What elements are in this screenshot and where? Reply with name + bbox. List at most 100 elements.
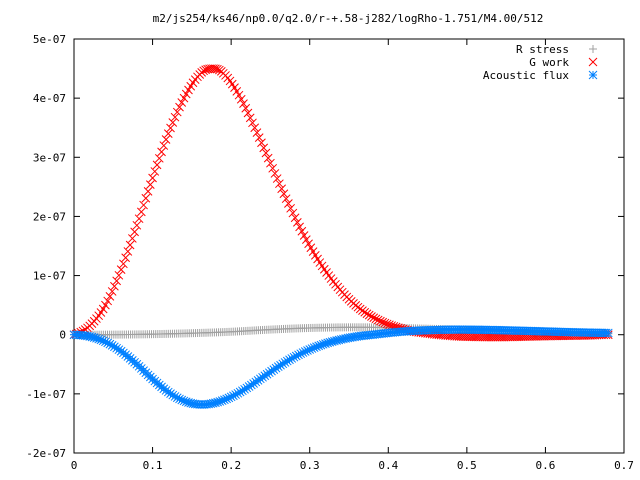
data-point — [288, 208, 298, 218]
data-point — [272, 174, 282, 183]
data-point — [295, 222, 304, 232]
data-point — [376, 316, 385, 326]
data-point — [281, 194, 291, 204]
series-acoustic-flux — [69, 325, 613, 409]
data-point — [261, 148, 271, 158]
data-point — [257, 138, 266, 148]
data-point — [467, 332, 477, 342]
plot-area — [69, 64, 613, 409]
data-point — [123, 247, 133, 256]
y-tick-label: 1e-07 — [33, 270, 66, 283]
data-point — [145, 180, 155, 189]
x-tick-label: 0 — [71, 459, 78, 472]
data-point — [132, 220, 142, 230]
x-tick-label: 0.5 — [457, 459, 477, 472]
data-point — [103, 296, 113, 306]
data-point — [268, 163, 278, 173]
data-point — [270, 169, 280, 178]
data-point — [471, 332, 481, 342]
data-point — [166, 123, 175, 133]
data-point — [266, 158, 275, 168]
data-point — [172, 107, 182, 117]
data-point — [458, 332, 468, 341]
data-point — [380, 318, 390, 328]
data-point — [143, 187, 153, 196]
legend-label: Acoustic flux — [483, 69, 569, 82]
data-point — [478, 332, 487, 342]
data-point — [128, 234, 137, 243]
data-point — [161, 135, 171, 144]
data-point — [486, 332, 496, 342]
data-point — [136, 207, 146, 217]
data-point — [497, 332, 507, 342]
data-point — [603, 328, 613, 338]
data-point — [284, 199, 293, 208]
data-point — [304, 239, 313, 249]
data-point — [175, 102, 184, 112]
data-point — [245, 113, 255, 123]
data-point — [382, 319, 392, 329]
data-point — [461, 332, 470, 342]
legend-marker — [589, 45, 597, 53]
data-point — [239, 99, 248, 108]
series-g-work — [69, 64, 613, 342]
data-point — [299, 231, 309, 240]
legend-label: G work — [529, 56, 569, 69]
data-point — [465, 332, 475, 342]
data-point — [150, 167, 160, 176]
x-tick-label: 0.3 — [300, 459, 320, 472]
data-point — [134, 214, 144, 224]
data-point — [116, 265, 126, 275]
data-point — [275, 179, 284, 189]
data-point — [473, 332, 483, 342]
x-tick-label: 0.1 — [143, 459, 163, 472]
data-point — [254, 133, 264, 142]
legend-marker — [588, 70, 598, 80]
data-point — [177, 98, 187, 107]
data-point — [130, 227, 139, 237]
data-point — [290, 213, 300, 223]
data-point — [179, 93, 189, 103]
data-point — [263, 153, 273, 163]
data-point — [493, 332, 502, 342]
data-point — [364, 310, 374, 320]
data-point — [168, 118, 178, 127]
data-point — [362, 309, 372, 319]
legend-marker — [588, 57, 598, 67]
data-point — [293, 217, 302, 227]
data-point — [157, 147, 166, 157]
data-point — [495, 332, 505, 342]
data-point — [170, 112, 180, 122]
data-point — [306, 243, 316, 253]
data-point — [463, 332, 472, 342]
data-point — [141, 193, 151, 203]
data-point — [482, 332, 492, 342]
x-tick-label: 0.2 — [221, 459, 241, 472]
data-point — [369, 313, 379, 323]
data-point — [277, 184, 287, 194]
legend-label: R stress — [516, 43, 569, 56]
y-tick-label: -2e-07 — [26, 447, 66, 460]
data-point — [119, 259, 128, 269]
data-point — [125, 240, 135, 250]
data-point — [105, 291, 115, 301]
data-point — [252, 128, 262, 137]
data-point — [209, 64, 218, 73]
data-point — [469, 332, 479, 342]
data-point — [107, 287, 117, 296]
data-point — [280, 358, 290, 367]
data-point — [114, 270, 124, 280]
data-point — [148, 173, 157, 183]
data-point — [152, 160, 162, 170]
data-point — [367, 312, 376, 321]
data-point — [301, 235, 311, 245]
data-point — [499, 332, 509, 342]
data-point — [181, 89, 191, 99]
x-axis: 0 0.1 0.2 0.3 0.4 0.5 0.6 0.7 — [71, 39, 634, 472]
data-point — [101, 300, 110, 310]
data-point — [373, 315, 383, 325]
data-point — [154, 153, 164, 163]
data-point — [236, 94, 246, 104]
data-point — [360, 307, 370, 317]
